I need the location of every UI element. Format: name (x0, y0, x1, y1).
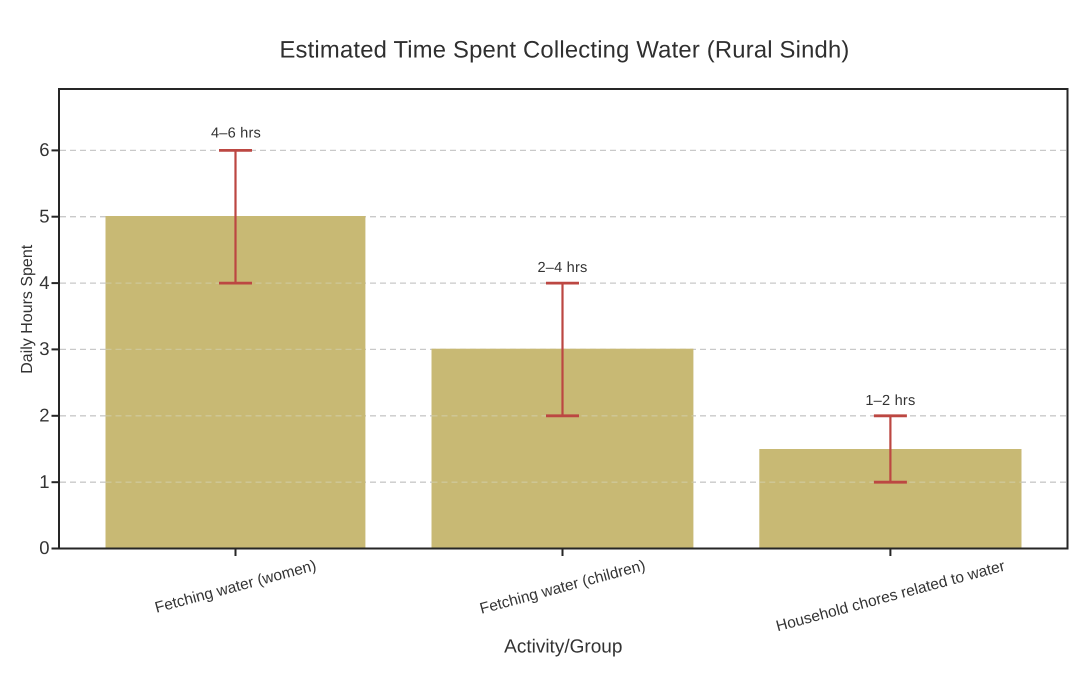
svg-text:Estimated Time Spent Collectin: Estimated Time Spent Collecting Water (R… (279, 37, 849, 64)
svg-text:1: 1 (39, 471, 49, 492)
svg-text:Activity/Group: Activity/Group (504, 637, 622, 658)
svg-text:4: 4 (39, 272, 49, 293)
svg-text:Fetching water (children): Fetching water (children) (478, 557, 647, 618)
svg-text:Household chores related to wa: Household chores related to water (774, 558, 1006, 636)
svg-text:2–4 hrs: 2–4 hrs (537, 260, 587, 276)
svg-text:Daily Hours Spent: Daily Hours Spent (19, 244, 36, 374)
svg-text:6: 6 (39, 139, 49, 160)
svg-text:4–6 hrs: 4–6 hrs (211, 126, 261, 142)
svg-text:Fetching water (women): Fetching water (women) (153, 557, 318, 616)
svg-text:2: 2 (39, 405, 49, 426)
svg-text:1–2 hrs: 1–2 hrs (865, 393, 915, 409)
svg-text:3: 3 (39, 338, 49, 359)
svg-text:0: 0 (39, 537, 49, 558)
svg-text:5: 5 (39, 205, 49, 226)
